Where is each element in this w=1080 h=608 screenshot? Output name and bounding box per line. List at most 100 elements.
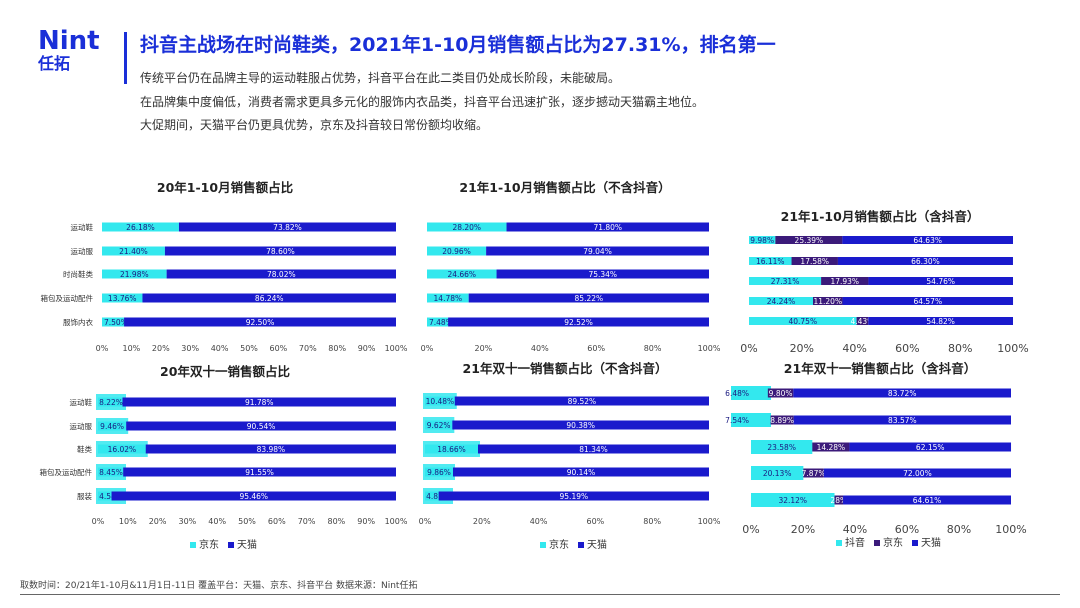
tick-label: 60% — [268, 517, 286, 526]
tick-label: 30% — [181, 344, 199, 353]
data-label: 62.15% — [916, 443, 945, 452]
category-label: 鞋类 — [77, 444, 92, 454]
data-label: 17.58% — [800, 257, 829, 266]
bar-segment — [427, 222, 507, 232]
bar-segment — [145, 444, 396, 454]
data-label: 24.24% — [767, 297, 796, 306]
data-label: 21.40% — [119, 247, 148, 256]
bar-segment — [142, 293, 396, 303]
data-label: 27.31% — [771, 277, 800, 286]
legend-right-label: 京东 — [883, 536, 903, 549]
chart-title-5: 21年双十一销售额占比（不含抖音） — [463, 361, 668, 376]
tick-label: 60% — [270, 344, 288, 353]
tick-label: 80% — [948, 342, 972, 355]
chart-title-6: 21年双十一销售额占比（含抖音） — [784, 361, 976, 376]
data-label: 10.48% — [426, 397, 455, 406]
data-label: 81.34% — [579, 445, 608, 454]
data-label: 9.86% — [427, 468, 451, 477]
data-label: 4.43% — [851, 317, 875, 326]
bar-segment — [842, 236, 1013, 244]
legend-middle-label: 天猫 — [587, 538, 607, 551]
data-label: 95.19% — [560, 492, 589, 501]
data-label: 78.60% — [266, 247, 295, 256]
tick-label: 20% — [152, 344, 170, 353]
data-label: 32.12% — [778, 496, 807, 505]
bar-segment — [102, 269, 167, 279]
label-highlight — [423, 464, 456, 480]
data-label: 75.34% — [588, 270, 617, 279]
tick-label: 20% — [475, 344, 493, 353]
data-label: 9.80% — [769, 389, 793, 398]
data-label: 18.66% — [437, 445, 466, 454]
tick-label: 40% — [208, 517, 226, 526]
tick-label: 100% — [385, 517, 408, 526]
data-label: 66.30% — [911, 257, 940, 266]
bar-segment — [834, 495, 844, 505]
bar-segment — [791, 257, 838, 265]
data-label: 89.52% — [568, 397, 597, 406]
bar-segment — [102, 293, 143, 303]
category-label: 运动鞋 — [71, 222, 94, 232]
tick-label: 0% — [742, 523, 759, 536]
label-highlight — [731, 386, 771, 400]
data-label: 9.98% — [750, 236, 774, 245]
legend-left-label: 天猫 — [237, 538, 257, 551]
data-label: 28.20% — [452, 223, 481, 232]
bar-segment — [849, 442, 1012, 452]
tick-label: 20% — [790, 342, 814, 355]
bar-segment — [770, 415, 794, 425]
bar-segment — [843, 495, 1011, 505]
bar-segment — [123, 467, 396, 477]
tick-label: 70% — [299, 344, 317, 353]
data-label: 17.93% — [830, 277, 859, 286]
bar-segment — [427, 246, 487, 256]
tick-label: 40% — [531, 344, 549, 353]
tick-label: 80% — [947, 523, 971, 536]
tick-label: 20% — [149, 517, 167, 526]
data-label: 90.14% — [567, 468, 596, 477]
data-label: 7.54% — [725, 416, 749, 425]
bar-segment — [178, 222, 396, 232]
tick-label: 100% — [385, 344, 408, 353]
chart-title-2: 21年1-10月销售额占比（不含抖音） — [459, 180, 670, 195]
data-label: 6.48% — [725, 389, 749, 398]
logo-text-en: Nint — [38, 26, 100, 56]
category-label: 服装 — [77, 491, 92, 501]
bar-segment — [468, 293, 709, 303]
label-highlight — [751, 493, 835, 507]
bar-segment — [102, 317, 125, 327]
data-label: 92.52% — [564, 318, 593, 327]
bar-segment — [812, 297, 843, 305]
tick-label: 50% — [238, 517, 256, 526]
legend-right-label: 抖音 — [845, 536, 865, 549]
bar-segment — [823, 468, 1011, 478]
category-label: 服饰内衣 — [63, 317, 93, 327]
tick-label: 10% — [119, 517, 137, 526]
data-label: 85.22% — [575, 294, 604, 303]
bar-segment — [126, 421, 397, 431]
tick-label: 0% — [419, 517, 432, 526]
data-label: 8.22% — [99, 398, 123, 407]
data-label: 14.28% — [817, 443, 846, 452]
data-label: 73.82% — [273, 223, 302, 232]
tick-label: 60% — [895, 523, 919, 536]
tick-label: 100% — [995, 523, 1026, 536]
data-label: 79.04% — [583, 247, 612, 256]
category-label: 运动服 — [70, 421, 93, 431]
legend-left-swatch — [228, 542, 234, 548]
subtitle-line-1: 传统平台仍在品牌主导的运动鞋服占优势，抖音平台在此二类目仍处成长阶段，未能破局。 — [140, 71, 621, 85]
bar-segment — [453, 467, 709, 477]
data-label: 16.11% — [756, 257, 785, 266]
label-highlight — [751, 440, 813, 454]
bar-segment — [749, 277, 822, 285]
tick-label: 0% — [92, 517, 105, 526]
data-label: 91.55% — [245, 468, 274, 477]
tick-label: 40% — [530, 517, 548, 526]
data-label: 20.13% — [763, 469, 792, 478]
label-highlight — [96, 418, 129, 434]
bar-segment — [427, 293, 469, 303]
data-label: 4.81% — [426, 492, 450, 501]
bar-segment — [427, 317, 449, 327]
data-label: 4.54% — [99, 492, 123, 501]
bar-segment — [856, 317, 869, 325]
